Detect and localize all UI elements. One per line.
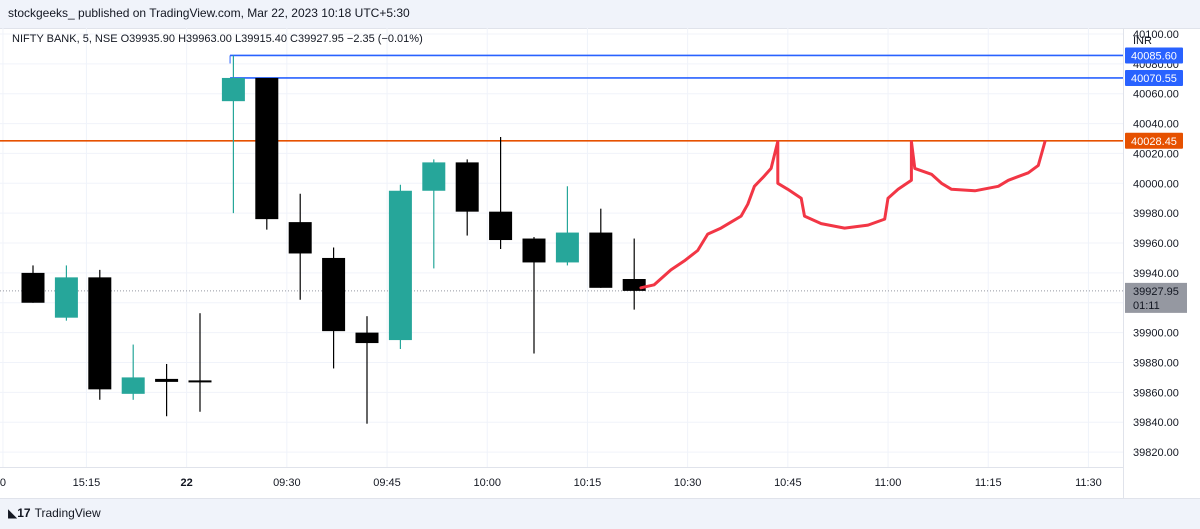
candle-body (622, 279, 646, 291)
x-tick-label: 22 (181, 477, 193, 489)
publisher-header: stockgeeks_ published on TradingView.com… (0, 0, 1200, 29)
candle-body (455, 162, 479, 212)
y-tick-label: 40020.00 (1133, 148, 1179, 160)
price-label-text: 40028.45 (1131, 136, 1177, 148)
price-label-box (1125, 47, 1183, 64)
x-tick-label: 15:15 (73, 477, 101, 489)
price-label-box (1125, 132, 1183, 149)
y-tick-label: 39880.00 (1133, 357, 1179, 369)
price-axis[interactable]: 39820.00 39840.00 39860.00 39880.00 39900.00… (1133, 29, 1179, 459)
x-tick-label: 11:30 (1075, 477, 1102, 489)
candles (21, 55, 646, 424)
candle[interactable] (221, 55, 245, 214)
candle[interactable] (21, 265, 45, 303)
tradingview-logo[interactable]: ◣17 TradingView (8, 506, 101, 520)
projection-drawing[interactable] (639, 140, 1047, 290)
x-tick-label: 09:30 (273, 477, 301, 489)
candle[interactable] (255, 77, 279, 230)
y-tick-label: 39840.00 (1133, 417, 1179, 429)
candle-body (88, 277, 112, 390)
footer: ◣17 TradingView (0, 498, 1200, 529)
y-tick-label: 39860.00 (1133, 387, 1179, 399)
y-tick-label: 39940.00 (1133, 268, 1179, 280)
candle[interactable] (489, 137, 513, 249)
x-tick-label: 10:30 (674, 477, 702, 489)
candle-body (355, 332, 379, 344)
x-tick-label: 0 (0, 477, 6, 489)
y-tick-label: 40040.00 (1133, 119, 1179, 131)
y-tick-label: 40000.00 (1133, 178, 1179, 190)
candle-body (489, 211, 513, 241)
candle[interactable] (388, 184, 412, 350)
symbol-legend: NIFTY BANK, 5, NSE O39935.90 H39963.00 L… (12, 33, 423, 45)
candle[interactable] (622, 238, 646, 310)
x-tick-label: 11:00 (875, 477, 902, 489)
x-tick-label: 11:15 (975, 477, 1002, 489)
candle[interactable] (54, 265, 78, 321)
candle-body (221, 77, 245, 102)
candle[interactable] (322, 247, 346, 369)
candle[interactable] (455, 159, 479, 236)
candle-body (255, 77, 279, 220)
candle[interactable] (422, 159, 446, 269)
candle-body (589, 232, 613, 288)
candle[interactable] (522, 237, 546, 354)
price-label-text: 40085.60 (1131, 50, 1177, 62)
candle-body (188, 380, 212, 383)
currency-label: INR (1133, 35, 1152, 47)
grid (0, 28, 1123, 467)
hand-drawing (639, 140, 1047, 290)
price-label-text: 40070.55 (1131, 73, 1177, 85)
y-tick-label: 40060.00 (1133, 89, 1179, 101)
candle-body (522, 238, 546, 263)
y-tick-label: 39820.00 (1133, 447, 1179, 459)
x-tick-label: 10:45 (774, 477, 802, 489)
candle[interactable] (188, 313, 212, 412)
y-tick-label: 39960.00 (1133, 238, 1179, 250)
x-tick-label: 10:15 (574, 477, 602, 489)
candle-body (54, 277, 78, 318)
candle[interactable] (88, 269, 112, 400)
brand-name: TradingView (34, 506, 101, 520)
y-tick-label: 39980.00 (1133, 208, 1179, 220)
x-tick-label: 09:45 (373, 477, 401, 489)
candle[interactable] (589, 208, 613, 288)
candle[interactable] (155, 363, 179, 417)
candle[interactable] (355, 316, 379, 424)
publisher-text: stockgeeks_ published on TradingView.com… (8, 6, 410, 20)
candle-body (555, 232, 579, 263)
candle-body (422, 162, 446, 191)
candle-body (322, 257, 346, 332)
candle-body (388, 190, 412, 341)
price-labels: 40085.60 40070.55 40028.45 39927.95 01:11 (1125, 47, 1187, 313)
countdown-text: 01:11 (1133, 300, 1160, 312)
candle[interactable] (288, 193, 312, 300)
candle-body (288, 222, 312, 254)
candle[interactable] (555, 186, 579, 266)
candle-body (21, 272, 45, 303)
price-label-box (1125, 69, 1183, 86)
time-axis[interactable]: 0 15:15 22 09:30 09:45 10:00 10:15 10:30 10:45 11… (0, 477, 1102, 489)
y-tick-label: 40100.00 (1133, 29, 1179, 41)
y-tick-label: 39900.00 (1133, 328, 1179, 340)
y-tick-label: 40080.00 (1133, 59, 1179, 71)
last-price-text: 39927.95 (1133, 286, 1179, 298)
horizontal-lines (0, 54, 1123, 292)
last-price-label-box (1125, 282, 1187, 313)
candle-body (121, 377, 145, 394)
x-tick-label: 10:00 (473, 477, 501, 489)
candle[interactable] (121, 344, 145, 400)
tradingview-mark-icon: ◣17 (8, 506, 31, 520)
candle-body (155, 378, 179, 382)
candlestick-chart[interactable]: 39820.00 39840.00 39860.00 39880.00 39900.00… (0, 28, 1200, 498)
